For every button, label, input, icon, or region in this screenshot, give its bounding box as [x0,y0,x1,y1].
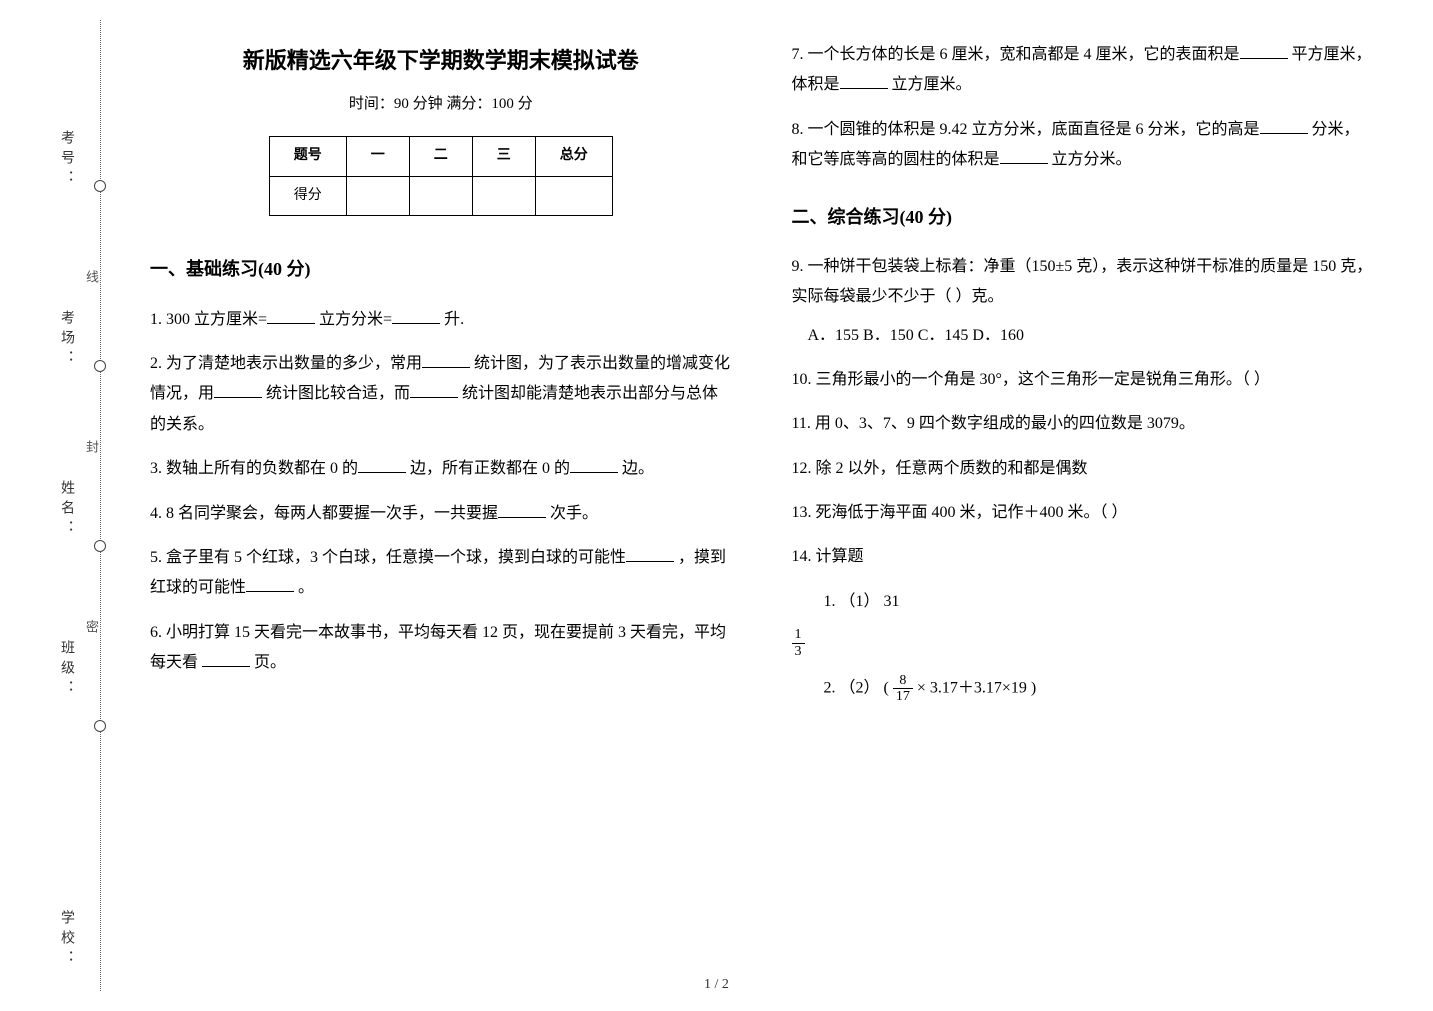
q3-text: 3. 数轴上所有的负数都在 0 的 [150,460,358,477]
q5-text: 。 [298,579,314,596]
score-header: 题号 [269,137,346,177]
q9-options: A．155 B．150 C．145 D．160 [808,321,1374,351]
q7-text: 立方厘米。 [892,76,972,93]
binding-circle [94,180,106,192]
score-cell [535,176,612,216]
blank [1260,118,1308,134]
blank [422,352,470,368]
q7-text: 7. 一个长方体的长是 6 厘米，宽和高都是 4 厘米，它的表面积是 [792,46,1240,63]
binding-label-room: 考场： [56,310,76,370]
q1-text: 升. [444,311,464,328]
fraction-den: 3 [792,644,805,659]
binding-label-school: 学校： [56,910,76,970]
binding-tag: 封 [82,440,101,461]
question-8: 8. 一个圆锥的体积是 9.42 立方分米，底面直径是 6 分米，它的高是 分米… [792,115,1374,176]
question-12: 12. 除 2 以外，任意两个质数的和都是偶数 [792,454,1374,484]
blank [840,73,888,89]
section-1-title: 一、基础练习(40 分) [150,252,732,286]
q3-text: 边。 [622,460,654,477]
score-header: 三 [472,137,535,177]
binding-tag: 密 [82,620,101,641]
score-header: 二 [409,137,472,177]
binding-circle [94,720,106,732]
question-3: 3. 数轴上所有的负数都在 0 的 边，所有正数都在 0 的 边。 [150,454,732,484]
binding-dotted-line [100,20,101,991]
fraction-1-3: 1 3 [792,627,805,659]
q14-title: 14. 计算题 [792,542,1374,572]
q8-text: 8. 一个圆锥的体积是 9.42 立方分米，底面直径是 6 分米，它的高是 [792,121,1260,138]
exam-subtitle: 时间：90 分钟 满分：100 分 [150,90,732,119]
blank [1240,43,1288,59]
q2-text: 统计图比较合适，而 [266,385,410,402]
fraction-num: 8 [893,673,913,689]
blank [498,502,546,518]
score-cell [472,176,535,216]
binding-label-name: 姓名： [56,480,76,540]
question-2: 2. 为了清楚地表示出数量的多少，常用 统计图，为了表示出数量的增减变化情况，用… [150,349,732,440]
question-6: 6. 小明打算 15 天看完一本故事书，平均每天看 12 页，现在要提前 3 天… [150,618,732,679]
question-1: 1. 300 立方厘米= 立方分米= 升. [150,305,732,335]
score-cell [346,176,409,216]
binding-circle [94,360,106,372]
binding-label-id: 考号： [56,130,76,190]
q1-text: 立方分米= [319,311,392,328]
q14-sub2-expr: × 3.17＋3.17×19 [917,680,1027,697]
page-footer: 1 / 2 [0,977,1433,993]
blank [626,546,674,562]
fraction-num: 1 [792,627,805,643]
score-header: 一 [346,137,409,177]
question-7: 7. 一个长方体的长是 6 厘米，宽和高都是 4 厘米，它的表面积是 平方厘米，… [792,40,1374,101]
blank [570,457,618,473]
q5-text: 5. 盒子里有 5 个红球，3 个白球，任意摸一个球，摸到白球的可能性 [150,549,626,566]
question-5: 5. 盒子里有 5 个红球，3 个白球，任意摸一个球，摸到白球的可能性 ，摸到红… [150,543,732,604]
q2-text: 2. 为了清楚地表示出数量的多少，常用 [150,355,422,372]
fraction-8-17: 8 17 [893,673,913,705]
binding-margin: 学校： 班级： 姓名： 考场： 考号： 密 封 线 [80,20,120,991]
blank [214,382,262,398]
paren-close: ) [1031,680,1036,697]
blank [410,382,458,398]
score-table: 题号 一 二 三 总分 得分 [269,136,613,216]
q14-sub2-prefix: 2. （2） [824,680,880,697]
section-2-title: 二、综合练习(40 分) [792,200,1374,234]
blank [358,457,406,473]
question-13: 13. 死海低于海平面 400 米，记作＋400 米。（ ） [792,498,1374,528]
fraction-den: 17 [893,689,913,704]
q4-text: 4. 8 名同学聚会，每两人都要握一次手，一共要握 [150,505,498,522]
score-row-label: 得分 [269,176,346,216]
content-columns: 新版精选六年级下学期数学期末模拟试卷 时间：90 分钟 满分：100 分 题号 … [150,40,1373,971]
q9-stem: 9. 一种饼干包装袋上标着：净重（150±5 克），表示这种饼干标准的质量是 1… [792,252,1374,313]
score-header: 总分 [535,137,612,177]
binding-label-class: 班级： [56,640,76,700]
binding-tag: 线 [82,270,101,291]
question-10: 10. 三角形最小的一个角是 30°，这个三角形一定是锐角三角形。（ ） [792,365,1374,395]
score-cell [409,176,472,216]
q14-sub2: 2. （2） ( 8 17 × 3.17＋3.17×19 ) [824,673,1374,705]
blank [1000,148,1048,164]
q4-text: 次手。 [550,505,598,522]
q6-text: 页。 [254,654,286,671]
blank [392,308,440,324]
q3-text: 边，所有正数都在 0 的 [410,460,570,477]
blank [246,576,294,592]
exam-title: 新版精选六年级下学期数学期末模拟试卷 [150,40,732,82]
question-14: 14. 计算题 1. （1） 31 1 3 2. （2） ( 8 17 × 3.… [792,542,1374,704]
q8-text: 立方分米。 [1052,151,1132,168]
question-9: 9. 一种饼干包装袋上标着：净重（150±5 克），表示这种饼干标准的质量是 1… [792,252,1374,351]
q1-text: 1. 300 立方厘米= [150,311,267,328]
blank [202,651,250,667]
binding-circle [94,540,106,552]
q14-sub1: 1. （1） 31 [824,587,1374,617]
question-4: 4. 8 名同学聚会，每两人都要握一次手，一共要握 次手。 [150,499,732,529]
question-11: 11. 用 0、3、7、9 四个数字组成的最小的四位数是 3079。 [792,409,1374,439]
paren-open: ( [884,680,889,697]
blank [267,308,315,324]
